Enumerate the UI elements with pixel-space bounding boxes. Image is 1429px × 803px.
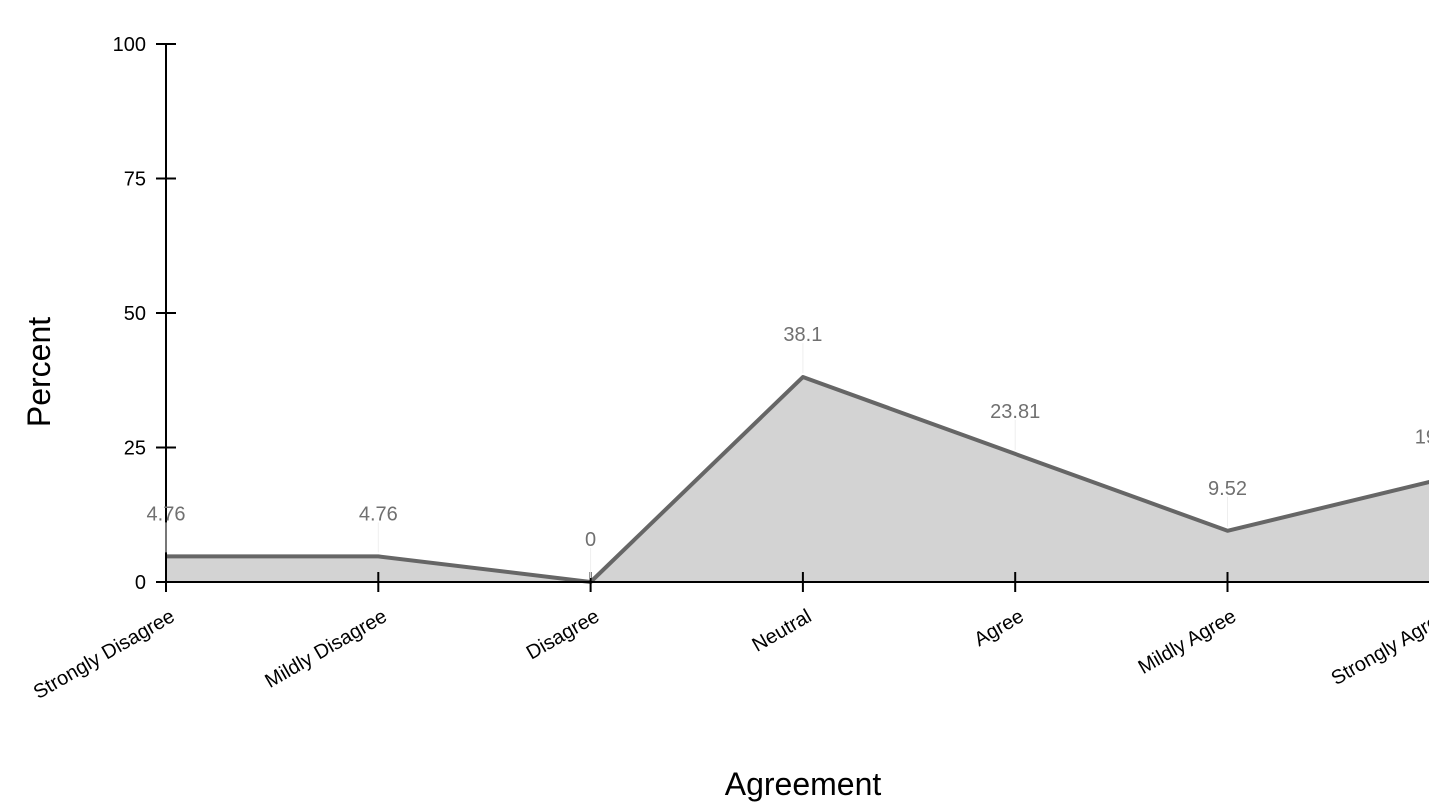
data-label: 9.52 [1208, 478, 1247, 500]
x-tick-label: Mildly Agree [1135, 605, 1240, 679]
axes: 0 25 50 75 100 Strongly Disagree Mildly Disagr… [30, 34, 1429, 704]
y-tick-label: 50 [124, 303, 146, 325]
data-label: 23.81 [990, 401, 1040, 423]
plot-area [166, 375, 1429, 584]
data-labels: 4.76 4.76 0 38.1 23.81 9.52 19.05 [147, 324, 1429, 578]
x-axis-title: Agreement [725, 766, 882, 802]
x-tick-label: Mildly Disagree [261, 605, 390, 692]
data-label: 0 [585, 529, 596, 551]
y-tick-label: 25 [124, 438, 146, 460]
x-tick-label: Strongly Disagree [30, 605, 179, 704]
x-tick-label: Agree [970, 605, 1027, 651]
x-tick-label: Neutral [749, 605, 816, 656]
data-label: 4.76 [147, 503, 186, 525]
y-tick-label: 0 [135, 572, 146, 594]
data-label: 4.76 [359, 503, 398, 525]
area-fill [166, 377, 1429, 582]
data-label: 38.1 [783, 324, 822, 346]
series-line [166, 375, 1429, 584]
x-tick-label: Strongly Agree [1328, 605, 1429, 690]
y-axis-title: Percent [21, 317, 57, 427]
data-label: 19.05 [1415, 427, 1429, 449]
x-tick-label: Disagree [523, 605, 603, 664]
y-tick-label: 75 [124, 169, 146, 191]
y-tick-label: 100 [113, 34, 146, 56]
